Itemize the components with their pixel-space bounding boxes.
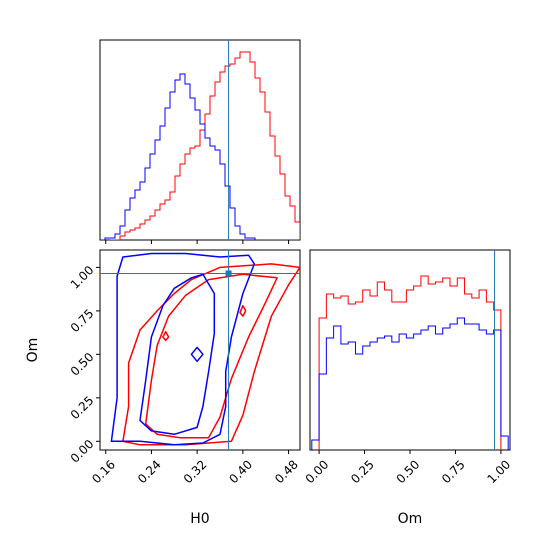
contour-H0-Om-xtick-label-0: 0.16 bbox=[89, 457, 118, 486]
contour-H0-Om-xtick-label-2: 0.32 bbox=[181, 457, 210, 486]
contour-H0-Om-content bbox=[110, 252, 300, 446]
contour-H0-Om-ytick-label-4: 1.00 bbox=[68, 263, 97, 292]
contour-H0-Om-ytick-label-0: 0.00 bbox=[68, 437, 97, 466]
x-axis-title-h0: H0 bbox=[190, 511, 209, 527]
contour-a-level-3 bbox=[162, 330, 170, 342]
contour-H0-Om-xtick-label-3: 0.40 bbox=[226, 457, 255, 486]
hist-Om-xtick-label-0: 0.00 bbox=[303, 457, 332, 486]
contour-H0-Om-ytick-label-2: 0.50 bbox=[68, 350, 97, 379]
contour-H0-Om-xtick-label-1: 0.24 bbox=[135, 457, 164, 486]
hist-Om-content bbox=[311, 275, 509, 450]
contour-a-level-2 bbox=[239, 304, 247, 317]
hist-Om-step-a bbox=[318, 275, 502, 450]
contour-H0-Om-xtick-label-4: 0.48 bbox=[272, 457, 301, 486]
contour-h0-om-panel: 0.16 0.24 0.32 0.40 0.48 0.00 0.25 0.50 0.75 1.00 bbox=[68, 249, 301, 486]
contour-b-level-0 bbox=[110, 252, 256, 446]
contour-a-level-1 bbox=[144, 273, 278, 439]
hist-Om-xtick-label-3: 0.75 bbox=[439, 457, 468, 486]
hist-om-frame bbox=[309, 249, 511, 451]
hist-h0-panel bbox=[99, 39, 301, 244]
hist-Om-xtick-label-4: 1.00 bbox=[484, 457, 513, 486]
contour-a-level-0 bbox=[122, 263, 300, 446]
hist-Om-xtick-label-2: 0.50 bbox=[394, 457, 423, 486]
hist-h0-frame bbox=[99, 39, 301, 241]
contour-H0-Om-ytick-label-1: 0.25 bbox=[68, 393, 97, 422]
y-axis-title-om: Om bbox=[25, 338, 41, 363]
hist-Om-xtick-label-1: 0.25 bbox=[348, 457, 377, 486]
contour-b-level-2 bbox=[190, 346, 204, 363]
contour-b-level-1 bbox=[139, 273, 216, 436]
truth-point bbox=[225, 270, 232, 277]
hist-Om-step-b bbox=[311, 317, 509, 450]
x-axis-title-om: Om bbox=[398, 511, 423, 527]
hist-om-panel: 0.00 0.25 0.50 0.75 1.00 bbox=[303, 249, 513, 486]
hist-H0-step-b bbox=[100, 73, 300, 240]
hist-H0-content bbox=[100, 51, 300, 240]
contour-frame bbox=[99, 249, 301, 451]
hist-H0-step-a bbox=[110, 51, 300, 240]
contour-H0-Om-ytick-label-3: 0.75 bbox=[68, 306, 97, 335]
